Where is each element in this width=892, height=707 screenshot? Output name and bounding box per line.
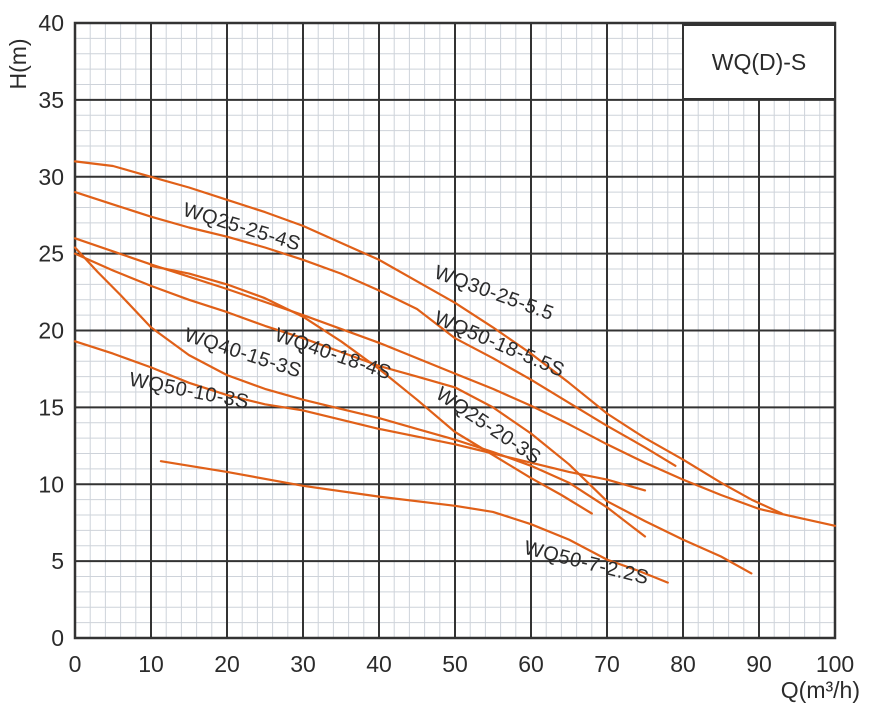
x-tick-label-50: 50 bbox=[442, 651, 468, 677]
x-tick-label-40: 40 bbox=[366, 651, 392, 677]
x-tick-label-90: 90 bbox=[746, 651, 772, 677]
x-tick-label-20: 20 bbox=[214, 651, 240, 677]
performance-curves bbox=[73, 160, 837, 584]
plot-border bbox=[73, 21, 837, 640]
curve-WQ40-18-4S bbox=[149, 264, 593, 515]
y-axis-title: H(m) bbox=[5, 38, 31, 89]
x-axis-title: Q(m³/h) bbox=[781, 677, 860, 703]
y-tick-label-10: 10 bbox=[38, 471, 64, 497]
y-tick-label-30: 30 bbox=[38, 164, 64, 190]
x-tick-label-70: 70 bbox=[594, 651, 620, 677]
x-tick-label-30: 30 bbox=[290, 651, 316, 677]
y-tick-label-15: 15 bbox=[38, 394, 64, 420]
x-axis-tick-labels: 0 10 20 30 40 50 60 70 80 90 100 bbox=[69, 651, 855, 677]
x-tick-label-0: 0 bbox=[69, 651, 82, 677]
y-tick-label-5: 5 bbox=[51, 548, 64, 574]
curve-WQ30-25-5.5 bbox=[73, 160, 783, 515]
curve-WQ50-18-5.5S bbox=[73, 237, 837, 527]
curve-WQ50-7-2.2S bbox=[159, 460, 669, 584]
curve-WQ50-10-3S bbox=[73, 340, 647, 492]
x-tick-label-10: 10 bbox=[138, 651, 164, 677]
curve-label-WQ50-7-2.2S: WQ50-7-2.2S bbox=[522, 537, 651, 589]
curve-WQ40-15-3S bbox=[73, 246, 647, 538]
y-tick-label-35: 35 bbox=[38, 87, 64, 113]
y-axis-tick-labels: 0 5 10 15 20 25 30 35 40 bbox=[38, 10, 64, 651]
curve-WQ25-25-4S bbox=[73, 191, 677, 467]
y-tick-label-40: 40 bbox=[38, 10, 64, 36]
y-tick-label-25: 25 bbox=[38, 241, 64, 267]
legend-series-title: WQ(D)-S bbox=[712, 49, 807, 75]
legend: WQ(D)-S bbox=[682, 24, 836, 100]
curve-WQ25-20-3S bbox=[73, 252, 753, 575]
x-tick-label-100: 100 bbox=[816, 651, 854, 677]
legend-box bbox=[682, 24, 836, 100]
y-tick-label-20: 20 bbox=[38, 318, 64, 344]
y-tick-label-0: 0 bbox=[51, 625, 64, 651]
x-tick-label-80: 80 bbox=[670, 651, 696, 677]
x-tick-label-60: 60 bbox=[518, 651, 544, 677]
